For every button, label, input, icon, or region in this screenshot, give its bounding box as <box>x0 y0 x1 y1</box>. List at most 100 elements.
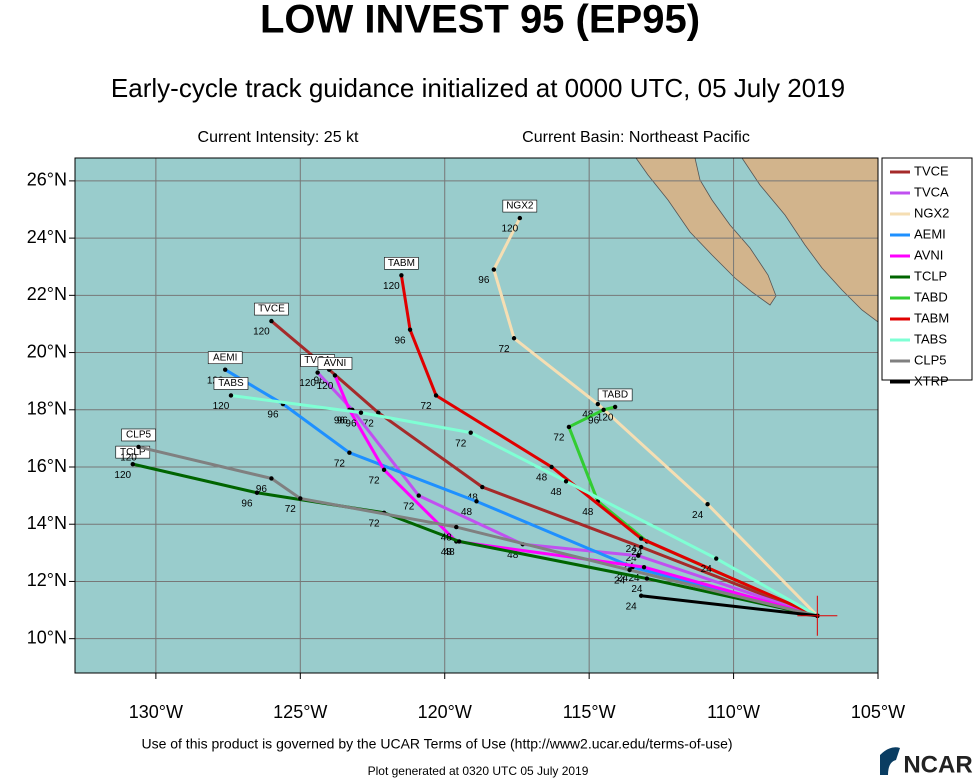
track-point <box>454 524 459 530</box>
end-label: TCLP <box>120 447 146 458</box>
hour-label: 48 <box>441 533 453 544</box>
hour-label: 24 <box>631 547 643 558</box>
hour-label: 72 <box>363 418 375 429</box>
track-point <box>269 318 274 324</box>
track-point <box>644 576 650 581</box>
x-tick-label: 125°W <box>273 702 327 722</box>
track-point <box>491 267 497 272</box>
track-point <box>381 467 387 473</box>
hour-label: 120 <box>213 401 230 412</box>
y-tick-label: 26°N <box>27 170 67 190</box>
hour-label: 72 <box>553 433 565 444</box>
hour-label: 120 <box>501 224 518 235</box>
plot-frame <box>74 157 879 674</box>
track-point <box>407 327 413 332</box>
x-tick-label: 110°W <box>707 702 760 722</box>
track-point <box>136 444 141 450</box>
hour-label: 48 <box>461 507 473 518</box>
track-point <box>315 370 320 375</box>
hour-label: 24 <box>626 544 638 555</box>
hour-label: 120 <box>114 470 131 481</box>
track-line <box>224 368 818 618</box>
track-point <box>468 430 473 435</box>
y-tick-label: 20°N <box>27 341 67 361</box>
track-point <box>223 367 228 372</box>
end-label-box <box>597 388 633 402</box>
start-marker <box>797 595 838 636</box>
hour-label: 48 <box>582 410 594 421</box>
hour-label: 96 <box>588 415 600 426</box>
track-point <box>474 499 479 504</box>
end-label-box <box>213 377 249 390</box>
track-point <box>517 215 523 221</box>
track-point <box>228 393 234 398</box>
hour-label: 120 <box>299 378 316 389</box>
track-point <box>595 401 601 407</box>
hour-label: 96 <box>241 498 253 509</box>
track-point <box>399 273 404 278</box>
end-label: AEMI <box>213 352 237 363</box>
hour-label: 48 <box>582 507 594 518</box>
hour-label: 48 <box>507 550 519 561</box>
hour-label: 96 <box>478 275 490 286</box>
y-tick-label: 22°N <box>27 284 67 304</box>
hour-label: 72 <box>420 401 432 412</box>
footer: Use of this product is governed by the U… <box>141 736 732 752</box>
hour-label: 96 <box>314 375 326 386</box>
x-tick-label: 105°W <box>851 702 905 722</box>
track-point <box>480 484 485 490</box>
legend-label: CLP5 <box>914 352 947 367</box>
track-line <box>492 217 819 617</box>
track-line <box>138 445 818 618</box>
legend-box <box>881 157 973 381</box>
basin: Current Basin: Northeast Pacific <box>522 129 750 146</box>
track-point <box>347 450 352 455</box>
track-point <box>549 464 554 470</box>
hour-label: 72 <box>403 501 415 512</box>
logo-icon <box>880 747 900 775</box>
track-point <box>511 336 517 341</box>
hour-label: 24 <box>614 576 626 587</box>
hour-label: 24 <box>617 573 629 584</box>
track-point <box>714 556 719 561</box>
x-tick-label: 115°W <box>563 702 616 722</box>
legend-label: XTRP <box>914 373 949 388</box>
end-label: TABD <box>602 390 628 401</box>
track-point <box>416 493 421 498</box>
track-point <box>601 407 606 412</box>
chart-title: LOW INVEST 95 (EP95) <box>260 0 700 42</box>
hour-label: 24 <box>626 601 638 612</box>
track-point <box>456 539 462 544</box>
track-point <box>627 567 632 573</box>
track-point <box>612 404 618 410</box>
hour-label: 48 <box>441 547 453 558</box>
hour-label: 120 <box>120 453 137 464</box>
hour-label: 72 <box>369 476 381 487</box>
track-point <box>254 490 260 495</box>
track-point <box>636 553 641 558</box>
baja-peninsula <box>635 157 777 306</box>
hour-label: 120 <box>253 327 270 338</box>
hour-label: 120 <box>597 413 614 424</box>
legend-label: TABS <box>914 331 947 346</box>
hour-label: 96 <box>267 410 279 421</box>
hour-label: 48 <box>550 487 562 498</box>
legend-label: TABM <box>914 310 949 325</box>
y-tick-label: 16°N <box>27 456 67 476</box>
track-point <box>638 544 644 550</box>
hour-label: 96 <box>345 418 357 429</box>
end-label: AVNI <box>324 358 347 369</box>
logo: NCAR <box>903 751 972 778</box>
track-point <box>563 479 569 484</box>
end-label-box <box>207 351 243 365</box>
hour-label: 120 <box>383 281 400 292</box>
track-point <box>376 410 381 415</box>
tracks: 24487296120TVCE24487296120TVCA2448729612… <box>114 199 838 636</box>
track-point <box>638 593 644 598</box>
track-line <box>132 462 818 618</box>
hour-label: 24 <box>701 564 713 575</box>
hour-label: 96 <box>337 415 349 426</box>
y-tick-label: 14°N <box>27 513 67 533</box>
end-label-box <box>502 199 538 213</box>
y-tick-label: 10°N <box>27 627 67 647</box>
